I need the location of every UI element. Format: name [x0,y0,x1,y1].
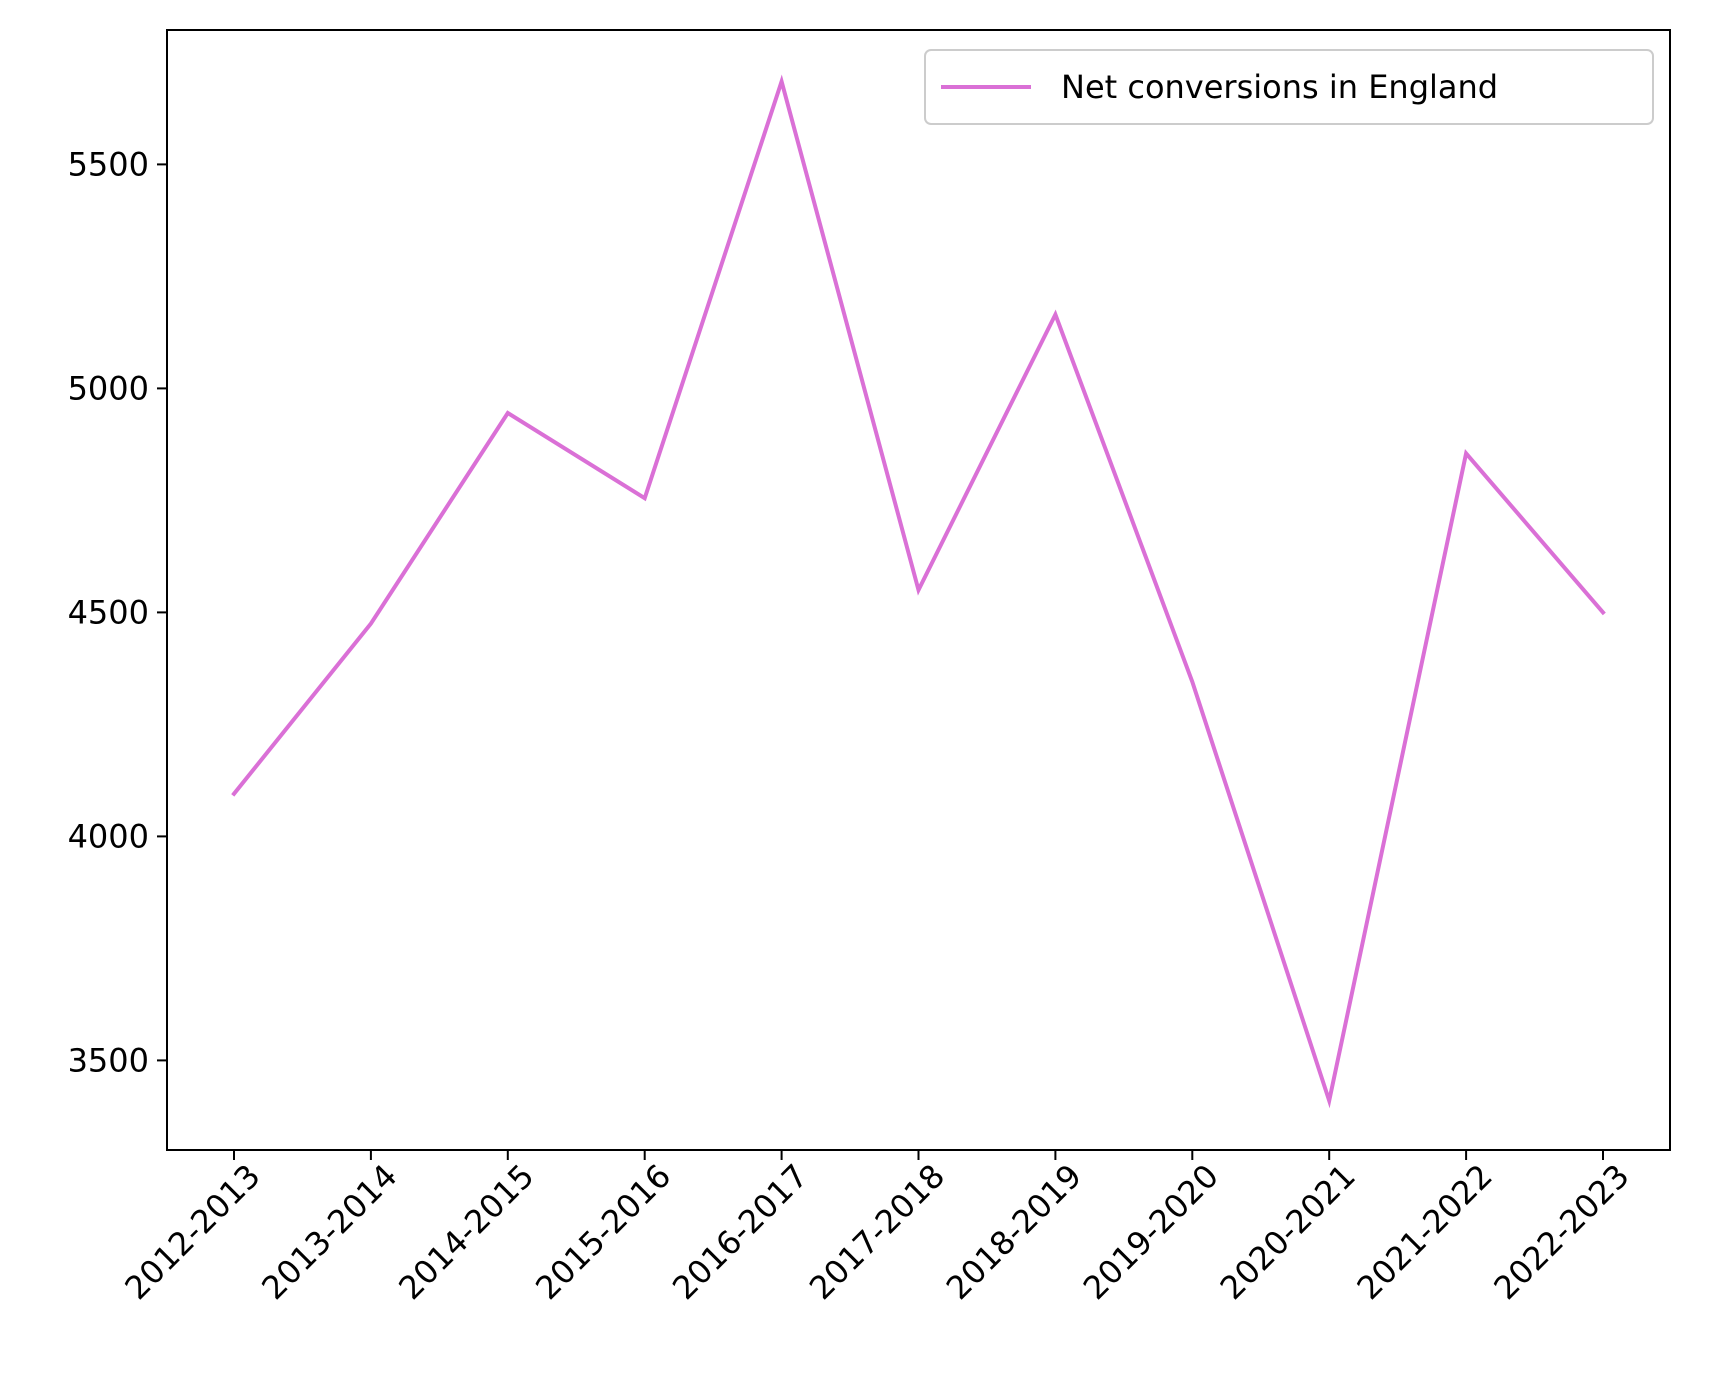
legend: Net conversions in England [924,49,1654,125]
x-tick-label-2012-2013: 2012-2013 [117,1157,267,1307]
x-tick-label-2022-2023: 2022-2023 [1486,1157,1636,1307]
x-tick-label-2014-2015: 2014-2015 [391,1157,541,1307]
x-tick-label-2018-2019: 2018-2019 [939,1157,1089,1307]
y-tick-label-4500: 4500 [68,593,149,631]
x-axis: 2012-20132013-20142014-20152015-20162016… [117,1150,1637,1307]
series-line-0 [231,74,1606,1109]
x-tick-label-2019-2020: 2019-2020 [1076,1157,1226,1307]
plot-frame [166,29,1671,1151]
y-tick-label-4000: 4000 [68,817,149,855]
y-tick-label-5000: 5000 [68,369,149,407]
legend-box [924,49,1654,125]
x-tick-label-2021-2022: 2021-2022 [1350,1157,1500,1307]
x-tick-label-2017-2018: 2017-2018 [802,1157,952,1307]
y-tick-label-5500: 5500 [68,145,149,183]
y-tick-label-3500: 3500 [68,1041,149,1079]
x-tick-label-2015-2016: 2015-2016 [528,1157,678,1307]
series-layer [231,74,1606,1109]
x-tick-label-2020-2021: 2020-2021 [1213,1157,1363,1307]
x-tick-label-2016-2017: 2016-2017 [665,1157,815,1307]
y-axis: 3500 4000 4500 5000 5500 [68,145,167,1079]
legend-label-0: Net conversions in England [1061,68,1498,106]
x-tick-label-2013-2014: 2013-2014 [254,1157,404,1307]
